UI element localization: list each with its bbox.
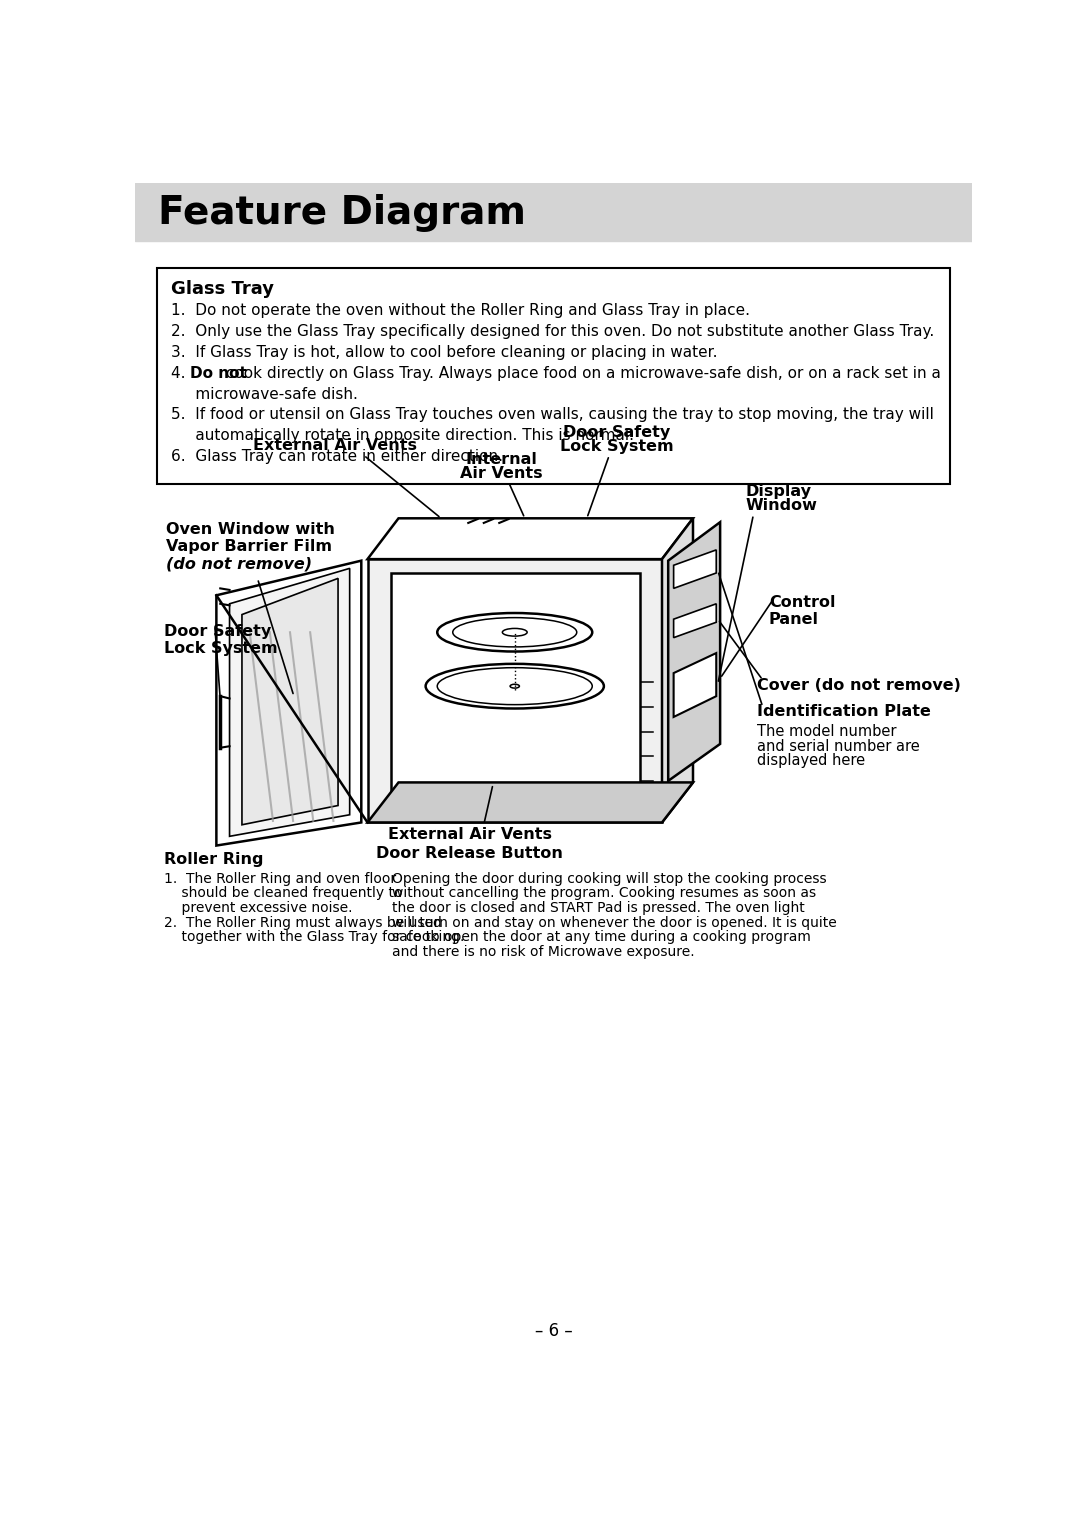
Text: the door is closed and START Pad is pressed. The oven light: the door is closed and START Pad is pres…: [392, 902, 805, 915]
Text: automatically rotate in opposite direction. This is normal.: automatically rotate in opposite directi…: [171, 428, 634, 443]
Text: Display: Display: [745, 484, 812, 500]
Ellipse shape: [510, 685, 519, 688]
Text: 3.  If Glass Tray is hot, allow to cool before cleaning or placing in water.: 3. If Glass Tray is hot, allow to cool b…: [171, 345, 717, 361]
Ellipse shape: [437, 613, 592, 651]
Text: and there is no risk of Microwave exposure.: and there is no risk of Microwave exposu…: [392, 944, 694, 960]
Text: 2.  Only use the Glass Tray specifically designed for this oven. Do not substitu: 2. Only use the Glass Tray specifically …: [171, 324, 934, 339]
Polygon shape: [242, 579, 338, 825]
Ellipse shape: [426, 663, 604, 709]
Text: 6.  Glass Tray can rotate in either direction.: 6. Glass Tray can rotate in either direc…: [171, 449, 502, 465]
Text: 5.  If food or utensil on Glass Tray touches oven walls, causing the tray to sto: 5. If food or utensil on Glass Tray touc…: [171, 408, 933, 422]
Text: External Air Vents: External Air Vents: [388, 827, 552, 842]
Text: together with the Glass Tray for cooking.: together with the Glass Tray for cooking…: [164, 931, 464, 944]
Polygon shape: [230, 568, 350, 836]
Ellipse shape: [437, 668, 592, 704]
Text: – 6 –: – 6 –: [535, 1322, 572, 1340]
Text: Feature Diagram: Feature Diagram: [159, 194, 526, 232]
Text: microwave-safe dish.: microwave-safe dish.: [171, 387, 357, 402]
Text: Do not: Do not: [190, 365, 247, 380]
Text: Control: Control: [769, 596, 836, 610]
Polygon shape: [674, 652, 716, 717]
Polygon shape: [669, 523, 720, 781]
Text: Panel: Panel: [769, 613, 819, 628]
Bar: [157, 267, 950, 484]
Text: Vapor Barrier Film: Vapor Barrier Film: [166, 539, 332, 555]
Text: Roller Ring: Roller Ring: [164, 851, 264, 866]
Text: Lock System: Lock System: [561, 439, 674, 454]
Text: 1.  The Roller Ring and oven floor: 1. The Roller Ring and oven floor: [164, 872, 396, 886]
Bar: [135, 183, 972, 241]
Text: Internal: Internal: [465, 452, 538, 466]
Text: Air Vents: Air Vents: [460, 466, 543, 481]
Polygon shape: [367, 518, 693, 559]
Text: and serial number are: and serial number are: [757, 738, 919, 753]
Text: Cover (do not remove): Cover (do not remove): [757, 678, 960, 692]
Text: Glass Tray: Glass Tray: [171, 280, 273, 298]
Text: 2.  The Roller Ring must always be used: 2. The Roller Ring must always be used: [164, 915, 443, 929]
Text: Window: Window: [745, 498, 818, 513]
Text: will turn on and stay on whenever the door is opened. It is quite: will turn on and stay on whenever the do…: [392, 915, 837, 929]
Ellipse shape: [453, 617, 577, 646]
Text: prevent excessive noise.: prevent excessive noise.: [164, 902, 353, 915]
Polygon shape: [674, 604, 716, 637]
Text: Door Safety: Door Safety: [564, 425, 671, 440]
Text: Lock System: Lock System: [164, 640, 278, 656]
Text: (do not remove): (do not remove): [166, 556, 312, 571]
Text: Door Safety: Door Safety: [164, 623, 272, 639]
Text: 4.: 4.: [171, 365, 194, 380]
Text: Oven Window with: Oven Window with: [166, 523, 335, 538]
Text: without cancelling the program. Cooking resumes as soon as: without cancelling the program. Cooking …: [392, 886, 816, 900]
Text: External Air Vents: External Air Vents: [253, 439, 417, 452]
Text: displayed here: displayed here: [757, 753, 865, 769]
Polygon shape: [662, 518, 693, 822]
Text: safe to open the door at any time during a cooking program: safe to open the door at any time during…: [392, 931, 811, 944]
Text: cook directly on Glass Tray. Always place food on a microwave-safe dish, or on a: cook directly on Glass Tray. Always plac…: [221, 365, 941, 380]
Text: Identification Plate: Identification Plate: [757, 704, 931, 718]
Polygon shape: [391, 573, 640, 807]
Polygon shape: [216, 561, 362, 845]
Text: 1.  Do not operate the oven without the Roller Ring and Glass Tray in place.: 1. Do not operate the oven without the R…: [171, 304, 750, 318]
Polygon shape: [367, 559, 662, 822]
Polygon shape: [674, 550, 716, 588]
Polygon shape: [367, 782, 693, 822]
Text: Door Release Button: Door Release Button: [376, 845, 564, 860]
Text: The model number: The model number: [757, 724, 896, 740]
Ellipse shape: [502, 628, 527, 636]
Text: Opening the door during cooking will stop the cooking process: Opening the door during cooking will sto…: [392, 872, 827, 886]
Text: should be cleaned frequently to: should be cleaned frequently to: [164, 886, 403, 900]
